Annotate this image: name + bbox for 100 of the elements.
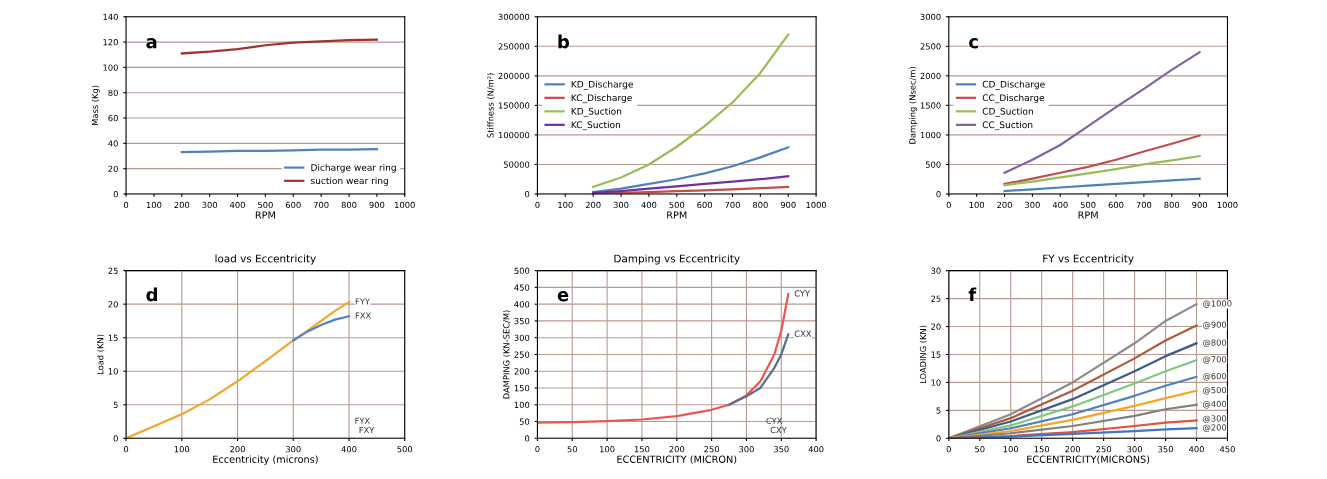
y-axis-title: Load (KN) <box>96 334 105 375</box>
annotation: a <box>146 38 157 49</box>
x-tick-label: 50 <box>975 446 985 453</box>
y-tick-label: 25 <box>108 267 118 274</box>
line-series <box>592 175 790 194</box>
y-tick-label: 1000 <box>920 131 941 139</box>
y-tick-label: 500 <box>514 267 530 274</box>
x-axis-title: ECCENTRICITY (MICRON) <box>617 455 737 465</box>
y-tick-label: 15 <box>931 351 941 358</box>
y-tick-label: 100 <box>103 64 118 71</box>
y-tick-label: 40 <box>108 140 118 147</box>
x-tick-label: 400 <box>341 446 357 453</box>
x-axis-title: ECCENTRICITY(MICRONS) <box>1027 455 1150 465</box>
series-label: FYY <box>355 298 370 305</box>
legend-label: KD_Suction <box>571 107 622 117</box>
y-tick-label: 25 <box>931 295 941 302</box>
x-tick-label: 800 <box>752 201 768 209</box>
y-axis-title: DAMPING (KN-SEC/M) <box>503 310 511 399</box>
y-axis-title: LOADING (KN) <box>919 325 928 384</box>
y-tick-label: 0 <box>113 435 118 442</box>
x-tick-label: 200 <box>1065 446 1081 453</box>
x-tick-label: 450 <box>1219 446 1235 453</box>
legend-label: KC_Suction <box>571 121 621 131</box>
x-tick-label: 100 <box>174 446 190 453</box>
series-label: @500 <box>1203 386 1227 395</box>
y-tick-label: 2000 <box>920 72 941 80</box>
x-tick-label: 800 <box>341 201 357 209</box>
x-tick-label: 0 <box>535 201 540 209</box>
y-tick-label: 10 <box>108 368 118 375</box>
annotation: CXY <box>770 426 787 434</box>
y-tick-label: 150 <box>514 384 530 392</box>
x-tick-label: 200 <box>230 446 245 453</box>
x-axis-title: RPM <box>1078 211 1098 219</box>
y-tick-label: 1500 <box>920 102 941 109</box>
y-tick-label: 20 <box>108 165 118 172</box>
x-tick-label: 0 <box>123 201 129 209</box>
series-label: @200 <box>1203 424 1227 432</box>
x-tick-label: 500 <box>1080 201 1096 209</box>
y-tick-label: 300 <box>514 334 530 341</box>
x-tick-label: 800 <box>1164 201 1180 209</box>
x-tick-label: 150 <box>1034 446 1050 453</box>
x-tick-label: 500 <box>397 446 413 453</box>
x-axis-title: RPM <box>667 211 687 219</box>
line-series <box>1003 177 1201 193</box>
y-tick-label: 0 <box>936 190 941 198</box>
x-tick-label: 500 <box>258 201 273 209</box>
x-tick-label: 100 <box>1003 446 1019 453</box>
chart-title: Damping vs Eccentricity <box>614 254 740 265</box>
x-tick-label: 1000 <box>806 201 827 209</box>
y-tick-label: 0 <box>525 435 530 442</box>
x-tick-label: 300 <box>613 201 629 209</box>
x-tick-label: 0 <box>946 201 951 209</box>
y-tick-label: 20 <box>931 323 941 330</box>
y-tick-label: 10 <box>931 379 941 386</box>
x-tick-label: 400 <box>1188 446 1204 453</box>
y-tick-label: 80 <box>108 89 118 97</box>
x-tick-label: 900 <box>369 201 385 209</box>
line-series <box>180 38 378 55</box>
y-tick-label: 200 <box>514 368 530 375</box>
annotation: FXY <box>359 426 375 434</box>
x-tick-label: 1000 <box>1217 201 1238 209</box>
x-axis-title: Eccentricity (microns) <box>213 455 318 465</box>
series-label: @1000 <box>1203 300 1232 308</box>
x-tick-label: 700 <box>725 201 740 209</box>
chart-title: FY vs Eccentricity <box>1043 254 1134 265</box>
x-tick-label: 700 <box>1136 201 1152 209</box>
x-tick-label: 200 <box>997 201 1012 209</box>
annotation: FYX <box>355 417 370 424</box>
y-tick-label: 250000 <box>498 43 530 50</box>
y-tick-label: 150000 <box>498 102 530 109</box>
x-tick-label: 250 <box>704 446 719 453</box>
legend-label: KD_Discharge <box>571 80 633 90</box>
y-tick-label: 100 <box>514 401 530 409</box>
x-tick-label: 300 <box>1025 201 1040 209</box>
x-tick-label: 0 <box>946 446 951 453</box>
x-tick-label: 300 <box>1127 446 1142 453</box>
chart-title: load vs Eccentricity <box>215 254 316 265</box>
line-series <box>537 293 790 424</box>
y-tick-label: 30 <box>931 267 941 274</box>
x-tick-label: 0 <box>123 446 129 453</box>
series-label: @400 <box>1203 400 1227 409</box>
y-tick-label: 15 <box>108 334 118 341</box>
y-tick-label: 500 <box>925 161 941 168</box>
series-label: @900 <box>1203 321 1227 330</box>
y-tick-label: 350 <box>514 317 530 325</box>
annotation: c <box>969 38 978 49</box>
series-label: @600 <box>1203 372 1227 381</box>
x-tick-label: 150 <box>634 446 650 453</box>
x-tick-label: 350 <box>1158 446 1173 453</box>
series-label: CYY <box>794 290 811 297</box>
x-tick-label: 50 <box>567 446 578 453</box>
y-tick-label: 200000 <box>498 72 530 80</box>
x-tick-label: 200 <box>669 446 685 453</box>
y-tick-label: 400 <box>514 301 530 308</box>
y-tick-label: 50 <box>519 418 530 425</box>
y-tick-label: 5 <box>936 407 941 414</box>
legend-label: CD_Suction <box>982 107 1033 117</box>
y-tick-label: 3000 <box>920 13 941 21</box>
x-tick-label: 100 <box>146 201 162 209</box>
y-tick-label: 140 <box>103 13 118 21</box>
